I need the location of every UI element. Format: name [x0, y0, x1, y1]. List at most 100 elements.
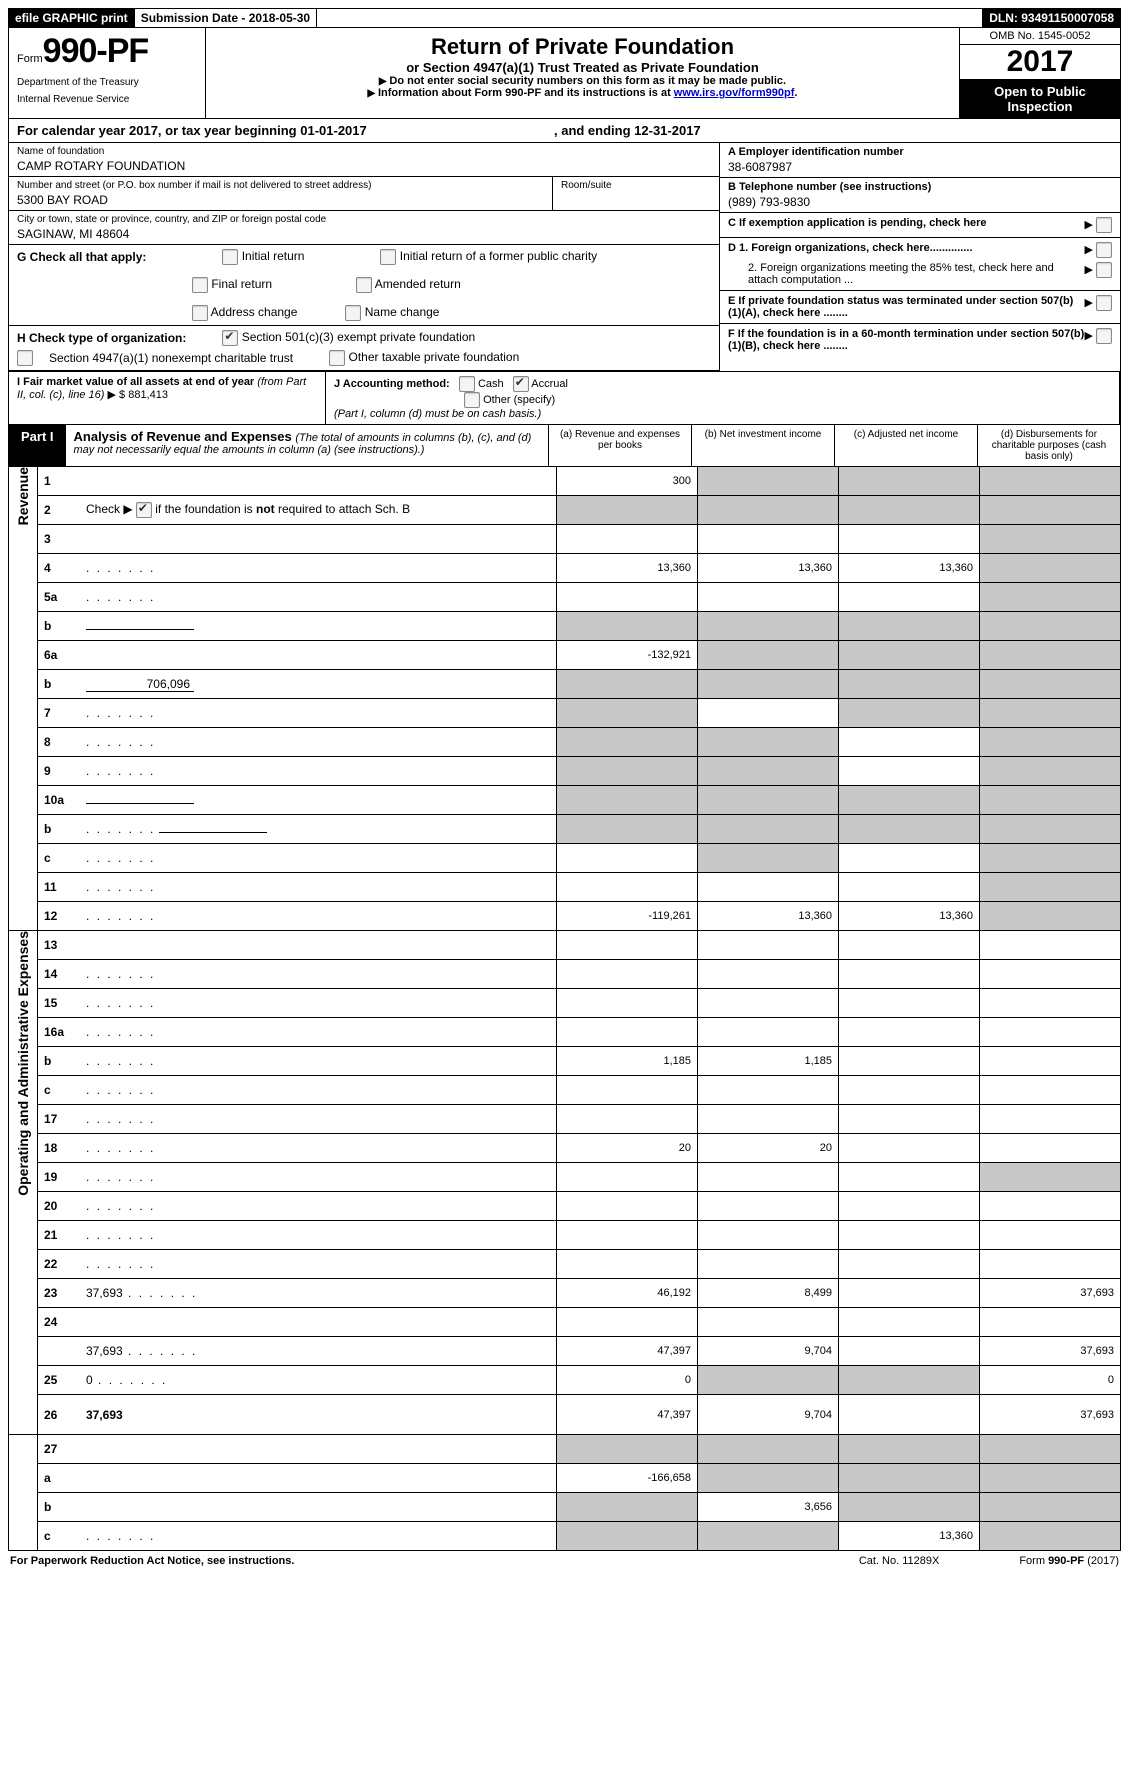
table-row: 13	[38, 931, 1121, 960]
col-d-header: (d) Disbursements for charitable purpose…	[977, 425, 1120, 466]
amount-cell	[698, 786, 839, 815]
amount-cell	[557, 1105, 698, 1134]
e-checkbox[interactable]	[1096, 295, 1112, 311]
line-desc	[80, 641, 557, 670]
d-foreign-orgs: D 1. Foreign organizations, check here..…	[720, 238, 1120, 291]
f-60-month: F If the foundation is in a 60-month ter…	[720, 324, 1120, 356]
g-final-return-checkbox[interactable]	[192, 277, 208, 293]
h-4947-checkbox[interactable]	[17, 350, 33, 366]
amount-cell	[839, 844, 980, 873]
table-row: b 706,096	[38, 670, 1121, 699]
omb-number: OMB No. 1545-0052	[960, 28, 1120, 45]
line-desc	[80, 1464, 557, 1493]
j-other-checkbox[interactable]	[464, 392, 480, 408]
line-desc	[80, 815, 557, 844]
amount-cell: 47,397	[557, 1337, 698, 1366]
d2-checkbox[interactable]	[1096, 262, 1112, 278]
line-desc	[80, 1493, 557, 1522]
line-number: 3	[38, 525, 81, 554]
info-grid: Name of foundation CAMP ROTARY FOUNDATIO…	[8, 143, 1121, 372]
c-checkbox[interactable]	[1096, 217, 1112, 233]
line-number: 11	[38, 873, 81, 902]
table-row: 24	[38, 1308, 1121, 1337]
amount-cell	[980, 496, 1121, 525]
j-cash-checkbox[interactable]	[459, 376, 475, 392]
h-check-row-2: Section 4947(a)(1) nonexempt charitable …	[9, 346, 719, 371]
table-row: 413,36013,36013,360	[38, 554, 1121, 583]
ein-block: A Employer identification number 38-6087…	[720, 143, 1120, 178]
j-accrual-checkbox[interactable]	[513, 376, 529, 392]
amount-cell	[839, 1192, 980, 1221]
h-other-taxable-checkbox[interactable]	[329, 350, 345, 366]
amount-cell	[839, 1047, 980, 1076]
line-number: 14	[38, 960, 81, 989]
table-row: 21	[38, 1221, 1121, 1250]
line-desc: 37,693	[80, 1395, 557, 1435]
amount-cell	[698, 960, 839, 989]
table-row: c13,360	[38, 1522, 1121, 1551]
amount-cell	[839, 1464, 980, 1493]
line-number: 2	[38, 496, 81, 525]
schb-checkbox[interactable]	[136, 502, 152, 518]
table-row: 1300	[38, 467, 1121, 496]
form-warn-2: ▶ Information about Form 990-PF and its …	[214, 87, 951, 99]
d1-checkbox[interactable]	[1096, 242, 1112, 258]
summary-table: 27a-166,658b3,656c13,360	[37, 1435, 1121, 1551]
line-number: 4	[38, 554, 81, 583]
amount-cell	[980, 844, 1121, 873]
amount-cell	[557, 1522, 698, 1551]
line-number: 26	[38, 1395, 81, 1435]
line-number: 16a	[38, 1018, 81, 1047]
expenses-label: Operating and Administrative Expenses	[8, 931, 37, 1435]
instructions-link[interactable]: www.irs.gov/form990pf	[674, 87, 795, 99]
table-row: 10a	[38, 786, 1121, 815]
amount-cell	[980, 786, 1121, 815]
g-name-change-checkbox[interactable]	[345, 305, 361, 321]
table-row: b	[38, 815, 1121, 844]
amount-cell	[980, 554, 1121, 583]
amount-cell: 46,192	[557, 1279, 698, 1308]
f-checkbox[interactable]	[1096, 328, 1112, 344]
amount-cell	[839, 1493, 980, 1522]
form-header: Form990-PF Department of the Treasury In…	[8, 28, 1121, 119]
open-public-label: Open to Public Inspection	[960, 80, 1120, 118]
amount-cell	[698, 525, 839, 554]
amount-cell: 37,693	[980, 1395, 1121, 1435]
amount-cell: 0	[980, 1366, 1121, 1395]
amount-cell	[698, 873, 839, 902]
page-footer: For Paperwork Reduction Act Notice, see …	[8, 1551, 1121, 1571]
table-row: b3,656	[38, 1493, 1121, 1522]
table-row: 27	[38, 1435, 1121, 1464]
phone-block: B Telephone number (see instructions) (9…	[720, 178, 1120, 213]
g-amended-return-checkbox[interactable]	[356, 277, 372, 293]
amount-cell	[839, 1163, 980, 1192]
table-row: 14	[38, 960, 1121, 989]
amount-cell	[557, 728, 698, 757]
g-initial-return-checkbox[interactable]	[222, 249, 238, 265]
amount-cell	[557, 670, 698, 699]
amount-cell: 37,693	[980, 1337, 1121, 1366]
h-501c3-checkbox[interactable]	[222, 330, 238, 346]
address-block: Number and street (or P.O. box number if…	[9, 177, 553, 210]
g-initial-return-former-checkbox[interactable]	[380, 249, 396, 265]
amount-cell: 9,704	[698, 1337, 839, 1366]
line-number	[38, 1337, 81, 1366]
table-row: 12-119,26113,36013,360	[38, 902, 1121, 931]
line-number: 18	[38, 1134, 81, 1163]
room-suite: Room/suite	[553, 177, 719, 210]
line-desc	[80, 1163, 557, 1192]
line-desc	[80, 902, 557, 931]
table-row: 15	[38, 989, 1121, 1018]
line-number: b	[38, 1047, 81, 1076]
info-left: Name of foundation CAMP ROTARY FOUNDATIO…	[9, 143, 719, 371]
amount-cell	[557, 583, 698, 612]
line-number: b	[38, 1493, 81, 1522]
line-desc	[80, 699, 557, 728]
h-check-row-1: H Check type of organization: Section 50…	[9, 326, 719, 346]
amount-cell	[557, 815, 698, 844]
g-address-change-checkbox[interactable]	[192, 305, 208, 321]
line-desc	[80, 728, 557, 757]
c-exemption-pending: C If exemption application is pending, c…	[720, 213, 1120, 238]
amount-cell	[698, 1308, 839, 1337]
amount-cell	[839, 1134, 980, 1163]
